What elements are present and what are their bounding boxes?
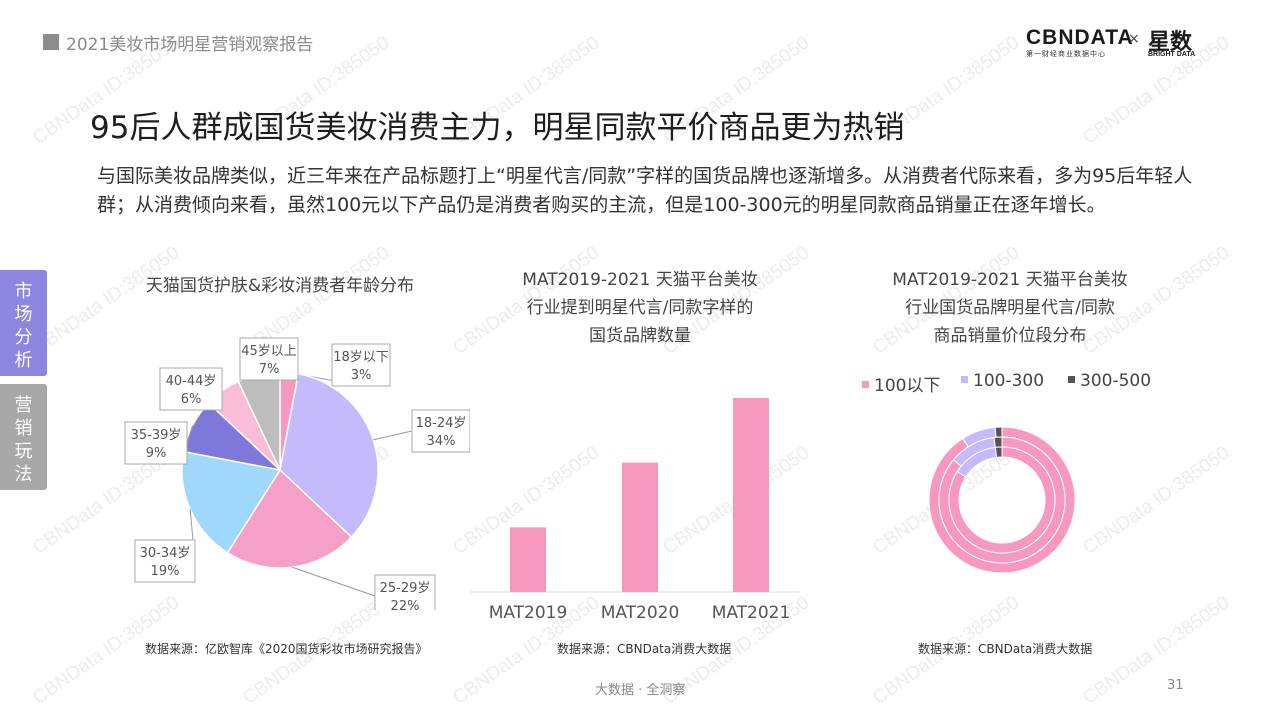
legend-label: 100-300 [973, 371, 1045, 391]
donut-segment [994, 446, 1003, 458]
footer-tagline: 大数据 · 全洞察 [595, 683, 686, 698]
legend-swatch [961, 375, 968, 383]
cbndata-logo-subtitle: 第一财经商业数据中心 [1026, 50, 1106, 58]
logo-separator: × [1128, 31, 1140, 47]
donut-chart-title-line: 商品销量价位段分布 [933, 326, 1087, 346]
bar-chart-title-line: 行业提到明星代言/同款字样的 [526, 298, 754, 318]
pie-label-box [411, 409, 470, 453]
donut-segment [948, 446, 1056, 554]
pie-slice-value: 19% [151, 564, 180, 579]
cbndata-logo: CBNDATA [1026, 26, 1134, 49]
donut-chart-title: MAT2019-2021 天猫平台美妆 行业国货品牌明星代言/同款 商品销量价位… [850, 266, 1170, 350]
report-title: 2021美妆市场明星营销观察报告 [66, 35, 314, 55]
pie-label-box [239, 337, 299, 381]
tab-char: 分 [14, 327, 33, 348]
legend-label: 100以下 [874, 376, 941, 396]
brightdata-logo-subtitle: BRIGHT DATA [1148, 51, 1196, 58]
pie-slice-label: 45岁以上 [241, 344, 297, 359]
bar-chart-title: MAT2019-2021 天猫平台美妆 行业提到明星代言/同款字样的 国货品牌数… [480, 266, 800, 350]
donut-chart-title-line: 行业国货品牌明星代言/同款 [905, 298, 1115, 318]
donut-segment [993, 436, 1003, 448]
pie-leader-line [186, 425, 194, 444]
pie-label-box [159, 367, 223, 411]
tab-char: 营 [14, 395, 33, 416]
pie-slice-value: 22% [391, 599, 420, 610]
intro-paragraph: 与国际美妆品牌类似，近三年来在产品标题打上“明星代言/同款”字样的国货品牌也逐渐… [97, 165, 1193, 216]
legend-item: 300-500 [1068, 371, 1151, 391]
pie-slice-label: 18岁以下 [333, 350, 389, 365]
pie-slice-label: 40-44岁 [166, 374, 217, 389]
pie-label-box [374, 574, 436, 610]
pie-slice-label: 18-24岁 [416, 416, 467, 431]
bar-chart-title-line: 国货品牌数量 [589, 326, 691, 346]
pie-slice [226, 468, 353, 569]
header-marker [43, 34, 59, 50]
pie-label-box [124, 421, 188, 465]
tab-char: 市 [14, 281, 33, 302]
tab-char: 玩 [14, 441, 33, 462]
brightdata-logo: 星数 [1148, 30, 1193, 55]
brand-count-bar-chart: MAT2019 MAT2020 MAT2021 [470, 398, 800, 623]
age-pie-chart: 18岁以下 3% 18-24岁 34% 25-29岁 22% 30-34岁 19% 35-39岁… [124, 337, 470, 610]
pie-label-box [331, 343, 391, 387]
bar-category-label: MAT2020 [601, 603, 680, 623]
bar [510, 527, 546, 592]
pie-chart-title: 天猫国货护肤&彩妆消费者年龄分布 [145, 276, 415, 296]
price-band-donut-chart [928, 426, 1076, 574]
legend-swatch [1068, 375, 1075, 383]
donut-segment [994, 426, 1003, 438]
donut-chart-source: 数据来源：CBNData消费大数据 [918, 642, 1093, 656]
tab-char: 析 [14, 350, 33, 371]
pie-leader-line [373, 430, 413, 441]
page-title: 95后人群成国货美妆消费主力，明星同款平价商品更为热销 [90, 110, 905, 146]
pie-slice-label: 25-29岁 [380, 581, 431, 596]
bar-chart-title-line: MAT2019-2021 天猫平台美妆 [522, 270, 758, 290]
legend-label: 300-500 [1080, 371, 1152, 391]
bar-category-label: MAT2021 [712, 603, 791, 623]
bar-chart-source: 数据来源：CBNData消费大数据 [557, 642, 732, 656]
pie-slice-label: 35-39岁 [131, 428, 182, 443]
tab-char: 法 [14, 464, 33, 485]
tab-char: 销 [14, 418, 33, 439]
bar-category-label: MAT2019 [489, 603, 568, 623]
page-number: 31 [1167, 678, 1184, 693]
tab-char: 场 [14, 304, 33, 325]
pie-leader-line [292, 566, 376, 597]
watermark-text: CBNData ID:385050 [1079, 592, 1234, 709]
bar [733, 398, 769, 592]
legend-item: 100以下 [862, 371, 940, 396]
pie-slice-value: 6% [181, 392, 202, 407]
bar [622, 462, 658, 592]
pie-slice-label: 30-34岁 [140, 546, 191, 561]
legend-item: 100-300 [961, 371, 1044, 391]
pie-slice-value: 34% [427, 434, 456, 449]
watermark-text: CBNData ID:385050 [1079, 442, 1234, 559]
legend-swatch [862, 380, 869, 388]
tab-market-analysis[interactable]: 市 场 分 析 [0, 270, 47, 376]
pie-slice-value: 9% [146, 446, 167, 461]
pie-slice-value: 7% [259, 362, 280, 377]
donut-chart-title-line: MAT2019-2021 天猫平台美妆 [892, 270, 1128, 290]
pie-slice-value: 3% [351, 368, 372, 383]
pie-label-box [134, 539, 196, 583]
tab-marketing-play[interactable]: 营 销 玩 法 [0, 384, 47, 490]
pie-chart-source: 数据来源：亿欧智库《2020国货彩妆市场研究报告》 [145, 642, 428, 656]
